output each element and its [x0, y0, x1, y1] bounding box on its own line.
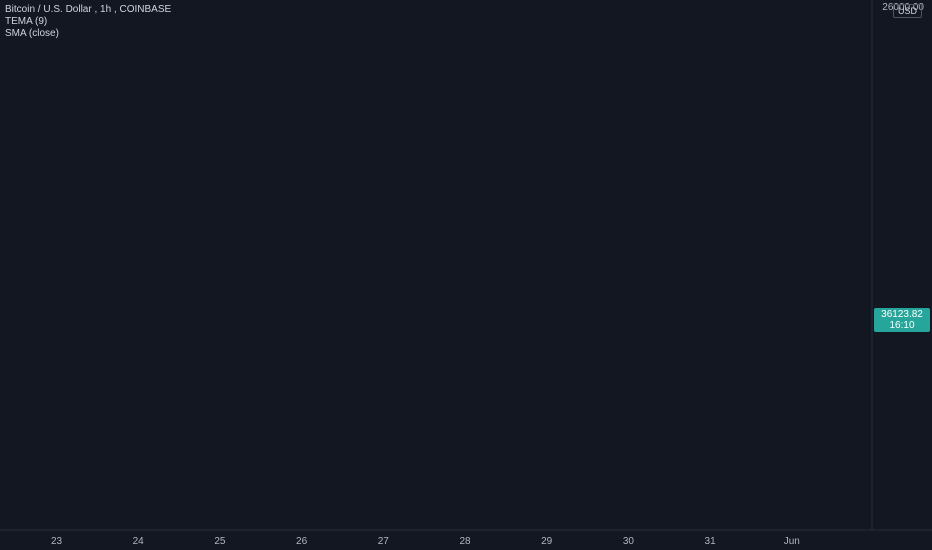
x-tick-label: 27 [378, 536, 390, 547]
last-price-tag: 36123.82 16:10 [874, 308, 930, 332]
chart-legend: Bitcoin / U.S. Dollar , 1h , COINBASE TE… [5, 4, 171, 40]
legend-exchange: COINBASE [119, 4, 172, 15]
x-tick-label: 24 [133, 536, 145, 547]
x-tick-label: 30 [623, 536, 635, 547]
legend-indicator-tema[interactable]: TEMA (9) [5, 16, 48, 27]
x-tick-label: 25 [214, 536, 226, 547]
bar-countdown: 16:10 [889, 320, 915, 331]
y-tick-label: 26000.00 [882, 2, 924, 13]
x-tick-label: 23 [51, 536, 63, 547]
legend-sep-1: , [94, 4, 101, 15]
legend-symbol-line: Bitcoin / U.S. Dollar , 1h , COINBASE [5, 4, 171, 16]
legend-sep-2: , [113, 4, 120, 15]
last-price-value: 36123.82 [881, 309, 923, 320]
currency-button[interactable]: USD [892, 4, 922, 18]
x-tick-label: 28 [459, 536, 471, 547]
legend-symbol: Bitcoin / U.S. Dollar [5, 4, 92, 15]
x-tick-label: 31 [705, 536, 717, 547]
x-tick-label: 26 [296, 536, 308, 547]
x-tick-label: Jun [784, 536, 800, 547]
legend-interval: 1h [100, 4, 112, 15]
x-tick-label: 29 [541, 536, 553, 547]
legend-indicator-sma[interactable]: SMA (close) [5, 28, 59, 39]
